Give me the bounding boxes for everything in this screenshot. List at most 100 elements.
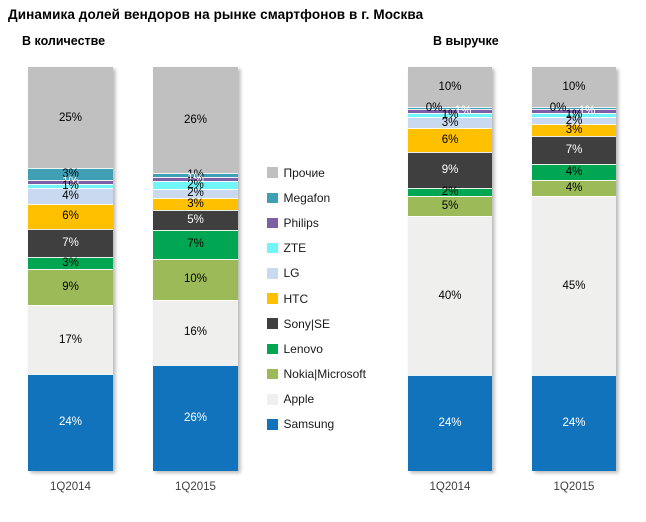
segment-value-label: 5%: [441, 200, 459, 213]
legend-item-zte: ZTE: [267, 236, 366, 261]
x-axis-label: 1Q2015: [175, 481, 216, 493]
legend-item-sony-se: Sony|SE: [267, 311, 366, 336]
segment-value-label: 7%: [62, 236, 79, 249]
bar-segment-nokia-microsoft: 5%: [408, 196, 492, 217]
legend-swatch-icon: [267, 268, 278, 279]
bar-segment-samsung: 24%: [28, 373, 113, 471]
legend-swatch-icon: [267, 394, 278, 405]
bar-segment-megafon: 0%: [532, 102, 616, 113]
segment-value-label: 10%: [438, 80, 462, 93]
legend-swatch-icon: [267, 242, 278, 254]
bar-segment-sony-se: 5%: [153, 209, 238, 231]
segment-value-label: 2%: [565, 114, 583, 127]
segment-value-label: 2%: [441, 186, 459, 199]
segment-value-label: 24%: [562, 417, 586, 430]
bar-segment-zte: 1%: [28, 180, 113, 193]
bar-segment-megafon: 0%: [408, 102, 492, 113]
bar-segment-sony-se: 7%: [28, 228, 113, 257]
segment-value-label: 26%: [183, 114, 208, 127]
bar-segment-lenovo: 2%: [408, 186, 492, 199]
bar-segment-megafon: 1%: [153, 169, 238, 181]
stacked-bar: 25% 3% 1% 1% 4% 6% 7% 3% 9% 17% 24%: [28, 67, 113, 471]
legend-item-прочие: Прочие: [267, 160, 366, 185]
segment-value-label: 5%: [187, 213, 204, 226]
segment-value-label: 40%: [438, 289, 462, 302]
segment-value-label: 24%: [58, 416, 83, 429]
legend-label: Lenovo: [283, 341, 323, 356]
bar-segment-прочие: 26%: [153, 67, 238, 174]
bar-segment-apple: 17%: [28, 305, 113, 374]
segment-value-label: 3%: [441, 116, 459, 129]
bar-segment-lg: 2%: [153, 188, 238, 199]
bar-segment-lenovo: 3%: [28, 256, 113, 269]
segment-value-label: 6%: [441, 134, 459, 147]
bar-segment-lenovo: 7%: [153, 230, 238, 259]
segment-value-label: 0%: [549, 101, 567, 114]
bar-segment-apple: 40%: [408, 216, 492, 376]
bar-segment-nokia-microsoft: 10%: [153, 258, 238, 300]
legend-swatch-icon: [267, 343, 278, 355]
stacked-bar: 10% 0% 1% 1% 3% 6% 9% 2% 5% 40% 24%: [408, 67, 492, 471]
bar-segment-прочие: 10%: [408, 67, 492, 107]
bar-segment-philips: 1%: [532, 104, 616, 117]
legend-swatch-icon: [267, 368, 278, 380]
segment-value-label: 7%: [187, 238, 204, 251]
legend-swatch-icon: [267, 192, 278, 204]
bar-segment-htc: 6%: [408, 128, 492, 153]
bar-segment-zte: 2%: [153, 180, 238, 191]
bar-segment-samsung: 26%: [153, 364, 238, 471]
legend-item-lenovo: Lenovo: [267, 336, 366, 361]
legend-label: Megafon: [283, 190, 331, 205]
segment-value-label: 45%: [562, 279, 586, 292]
bar-segment-lenovo: 4%: [532, 164, 616, 181]
bar-segment-lg: 4%: [28, 188, 113, 205]
segment-value-label: 6%: [62, 210, 79, 223]
legend-item-samsung: Samsung: [267, 412, 366, 437]
legend-item-megafon: Megafon: [267, 185, 366, 210]
legend-swatch-icon: [267, 167, 278, 178]
segment-value-label: 26%: [183, 411, 208, 424]
bar-segment-samsung: 24%: [408, 375, 492, 471]
segment-value-label: 25%: [58, 111, 83, 124]
bar-segment-apple: 45%: [532, 196, 616, 376]
legend-item-htc: HTC: [267, 286, 366, 311]
bar-segment-philips: 1%: [153, 173, 238, 185]
bar-segment-htc: 3%: [532, 124, 616, 137]
legend-label: Apple: [283, 392, 315, 407]
segment-value-label: 9%: [441, 164, 459, 177]
page-title: Динамика долей вендоров на рынке смартфо…: [8, 7, 424, 22]
group-subtitle-revenue: В выручке: [433, 34, 499, 48]
segment-value-label: 1%: [62, 180, 79, 193]
segment-value-label: 3%: [62, 256, 79, 269]
segment-value-label: 7%: [565, 144, 583, 157]
segment-value-label: 10%: [183, 273, 208, 286]
bar-segment-philips: 1%: [408, 105, 492, 116]
bar-segment-прочие: 25%: [28, 67, 113, 168]
bar-segment-sony-se: 7%: [532, 136, 616, 165]
bar-segment-sony-se: 9%: [408, 152, 492, 189]
legend-item-philips: Philips: [267, 210, 366, 235]
group-subtitle-quantity: В количестве: [22, 34, 106, 48]
legend-item-apple: Apple: [267, 387, 366, 412]
stacked-bar: 26% 1% 1% 2% 2% 3% 5% 7% 10% 16% 26%: [153, 67, 238, 471]
segment-value-label: 1%: [62, 176, 79, 189]
segment-value-label: 3%: [62, 168, 79, 181]
legend-label: LG: [283, 266, 300, 281]
segment-value-label: 24%: [438, 417, 462, 430]
segment-value-label: 10%: [562, 80, 586, 93]
bar-segment-nokia-microsoft: 4%: [532, 180, 616, 197]
segment-value-label: 4%: [62, 190, 79, 203]
segment-value-label: 3%: [187, 197, 204, 210]
segment-value-label: 1%: [441, 108, 459, 121]
segment-value-label: 9%: [62, 281, 79, 294]
segment-value-label: 3%: [565, 124, 583, 137]
legend-item-lg: LG: [267, 261, 366, 286]
legend-label: Sony|SE: [283, 316, 330, 331]
x-axis-label: 1Q2014: [50, 481, 91, 493]
bar-segment-megafon: 3%: [28, 168, 113, 181]
bar-segment-htc: 6%: [28, 204, 113, 229]
segment-value-label: 16%: [183, 326, 208, 339]
segment-value-label: 1%: [578, 104, 596, 117]
legend-label: Nokia|Microsoft: [283, 367, 366, 382]
